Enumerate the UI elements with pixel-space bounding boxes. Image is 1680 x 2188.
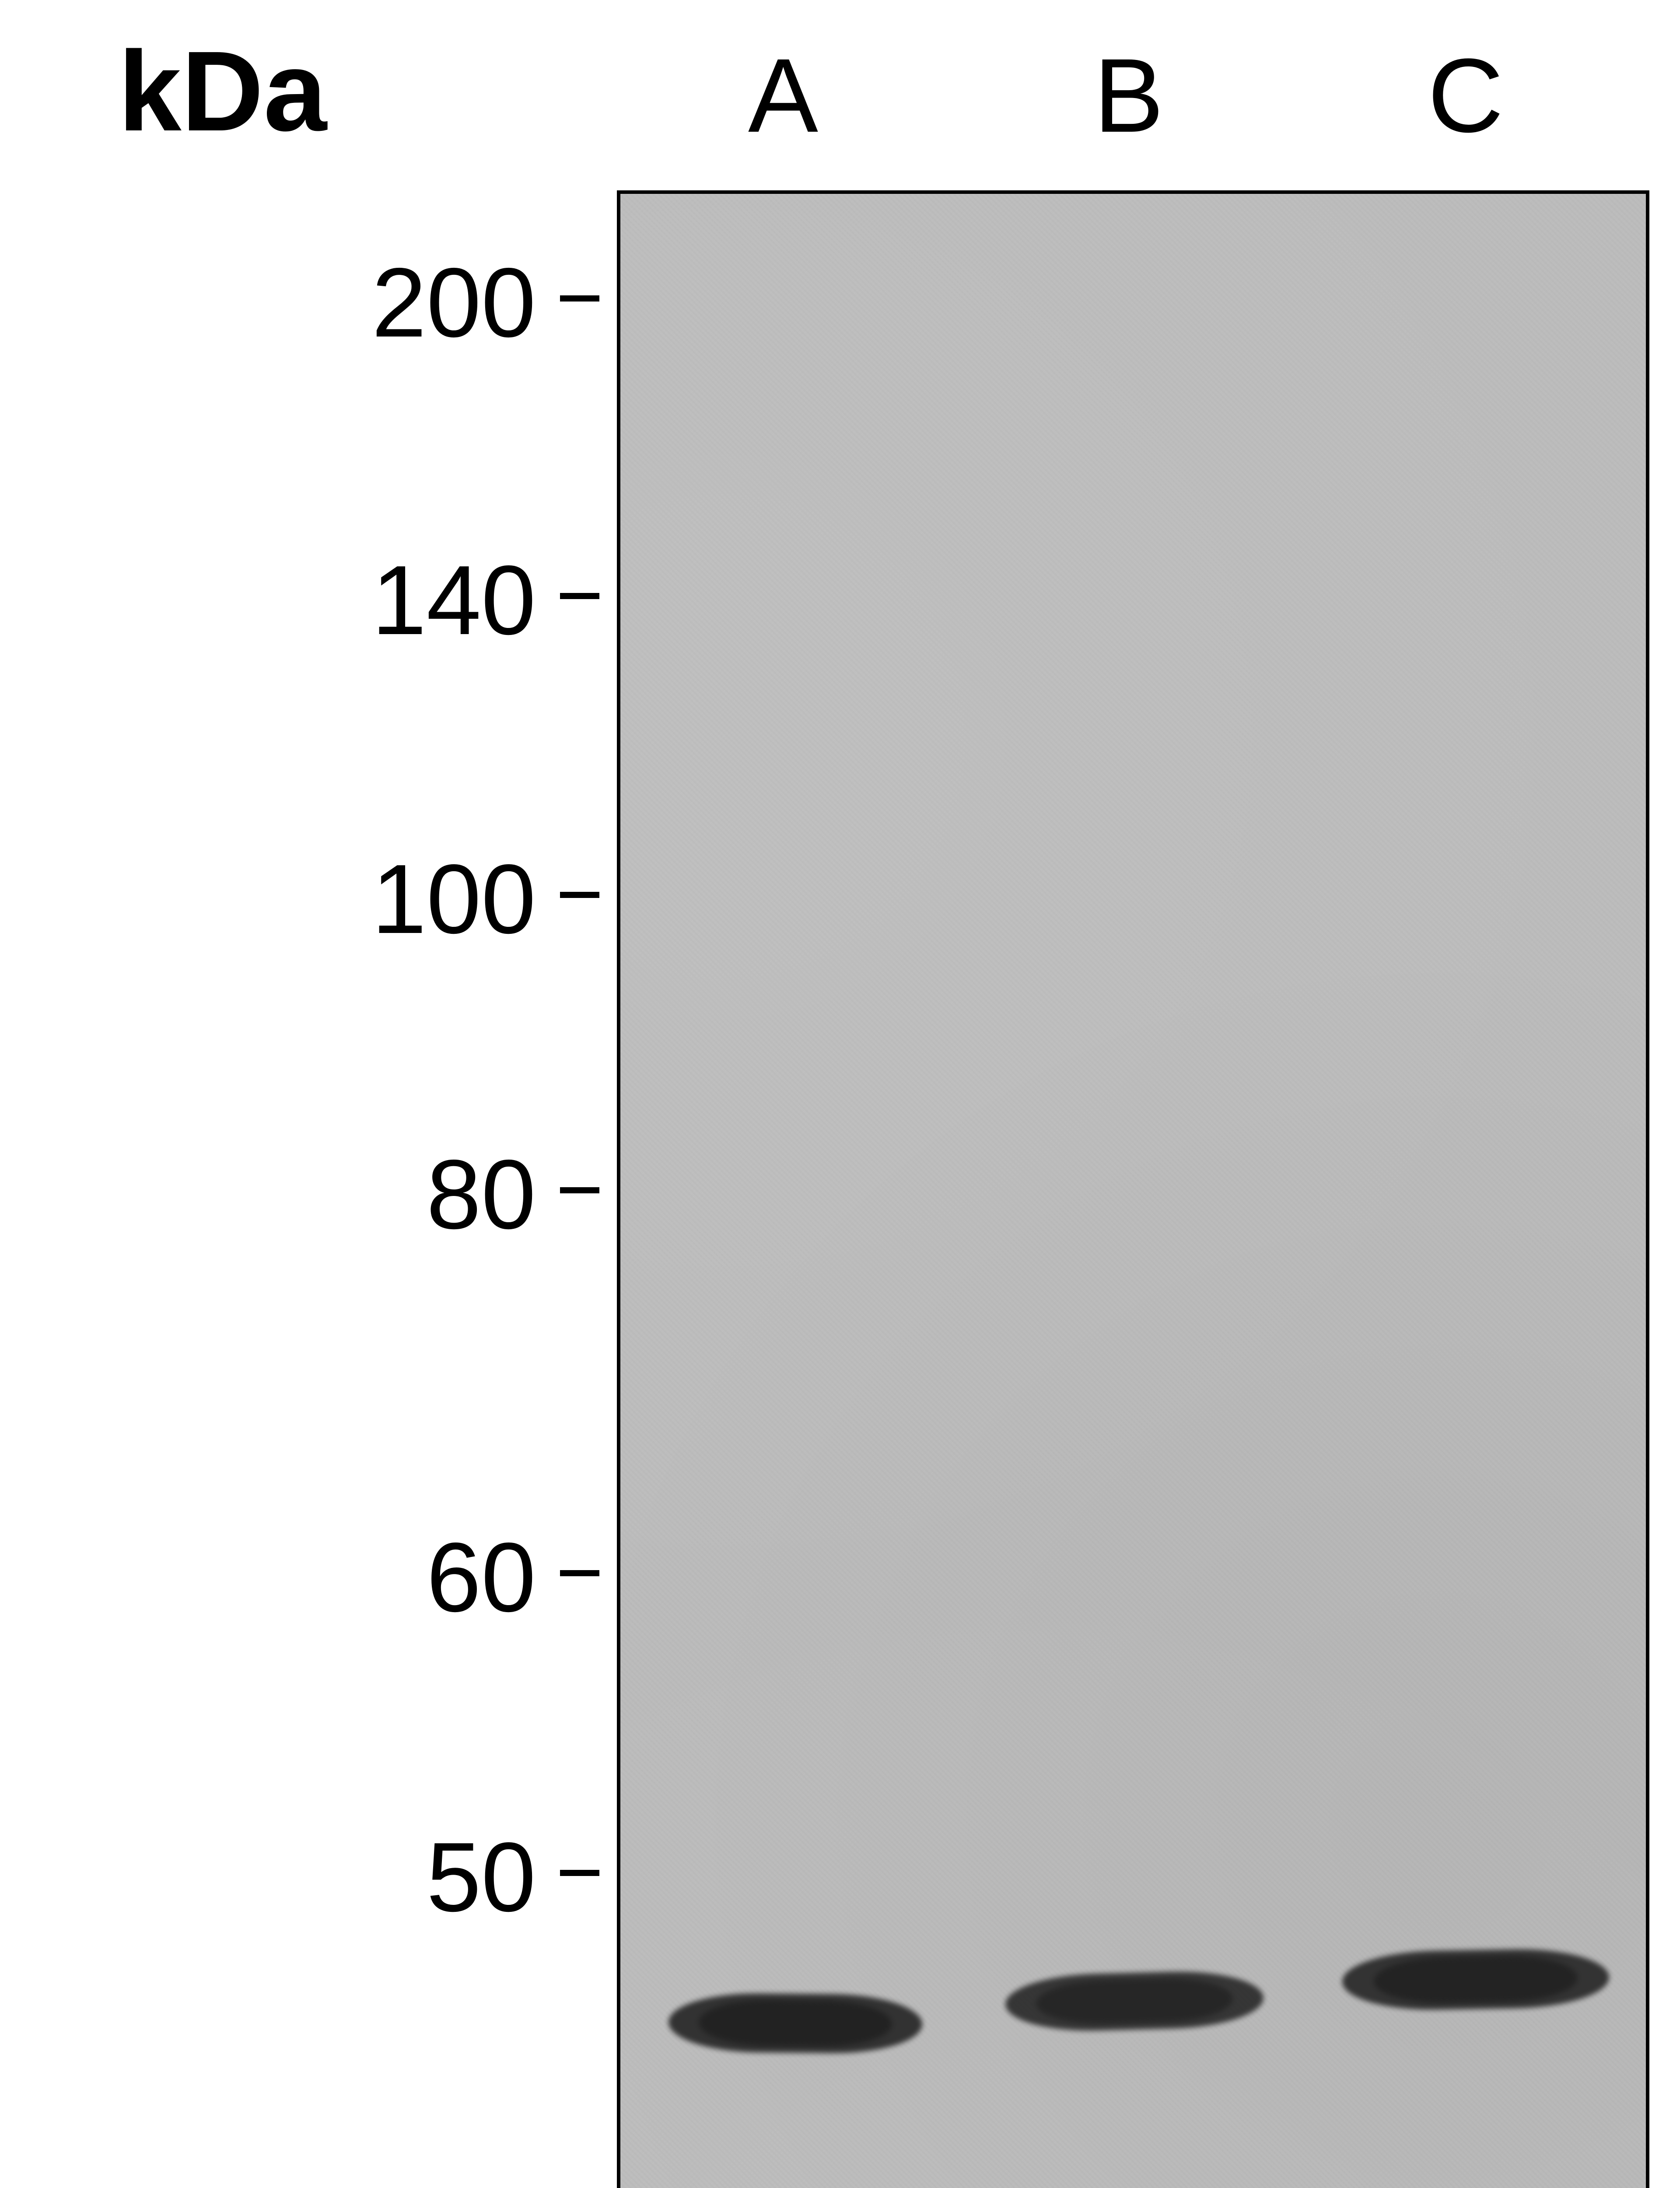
lane-label-c: C — [1422, 35, 1509, 156]
ytick-label-140: 140 — [317, 543, 536, 657]
ytick-mark — [560, 1187, 599, 1193]
lane-label-b: B — [1085, 35, 1172, 156]
blot-membrane — [617, 190, 1649, 2188]
ytick-label-80: 80 — [317, 1138, 536, 1251]
figure-container: kDa A B C 200 140 100 80 60 50 40 30 20 — [0, 0, 1680, 2188]
ytick-mark — [560, 593, 599, 599]
ytick-mark — [560, 1570, 599, 1576]
lane-label-a: A — [739, 35, 827, 156]
axis-unit-label: kDa — [118, 26, 327, 157]
band-lane-a — [668, 1992, 922, 2054]
ytick-label-100: 100 — [317, 842, 536, 956]
blot-texture — [620, 194, 1646, 2188]
ytick-mark — [560, 892, 599, 898]
ytick-mark — [560, 295, 599, 302]
ytick-label-50: 50 — [317, 1820, 536, 1934]
ytick-label-60: 60 — [317, 1521, 536, 1634]
ytick-mark — [560, 1870, 599, 1876]
band-lane-c — [1342, 1948, 1610, 2012]
ytick-label-200: 200 — [317, 246, 536, 359]
